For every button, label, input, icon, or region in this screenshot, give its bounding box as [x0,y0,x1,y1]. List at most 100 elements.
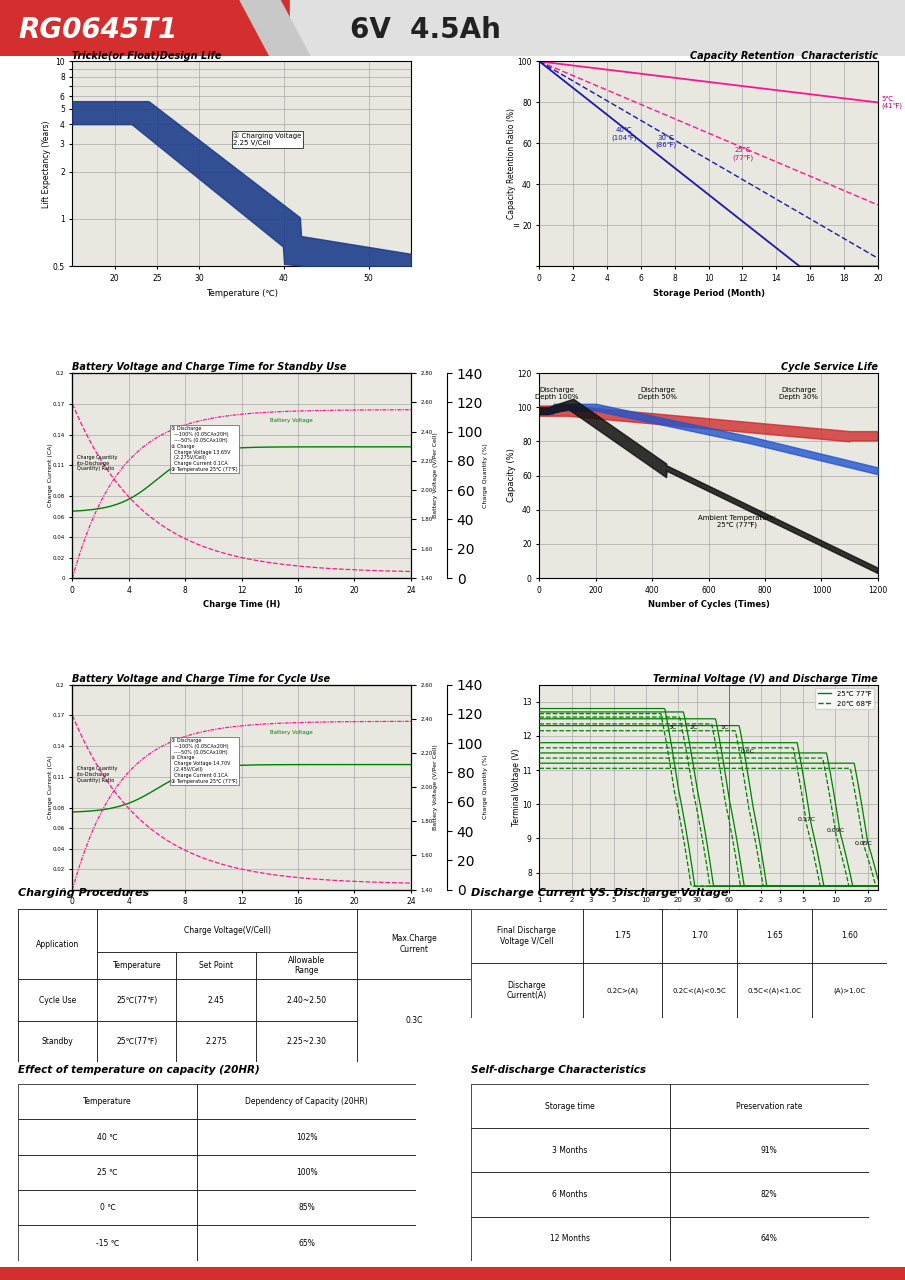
Text: 2.45: 2.45 [207,996,224,1005]
Text: -15 ℃: -15 ℃ [96,1239,119,1248]
Text: Preservation rate: Preservation rate [736,1102,803,1111]
Text: 6V  4.5Ah: 6V 4.5Ah [350,17,500,45]
FancyBboxPatch shape [471,1216,670,1261]
Y-axis label: Charge Quantity (%): Charge Quantity (%) [483,443,488,508]
Text: 25℃
(77℉): 25℃ (77℉) [732,147,753,161]
X-axis label: Number of Cycles (Times): Number of Cycles (Times) [648,600,769,609]
X-axis label: Temperature (℃): Temperature (℃) [205,288,278,298]
FancyBboxPatch shape [737,964,812,1018]
Text: Standby: Standby [42,1037,73,1046]
Text: Discharge
Current(A): Discharge Current(A) [507,980,547,1000]
Text: 25℃(77℉): 25℃(77℉) [116,996,157,1005]
Text: Charging Procedures: Charging Procedures [18,888,149,899]
FancyBboxPatch shape [357,909,471,979]
FancyBboxPatch shape [812,964,887,1018]
FancyBboxPatch shape [662,964,737,1018]
FancyBboxPatch shape [471,964,583,1018]
Y-axis label: Charge Current (CA): Charge Current (CA) [47,444,52,507]
FancyBboxPatch shape [97,909,357,952]
FancyBboxPatch shape [18,1084,197,1120]
Legend: 25℃ 77℉, 20℃ 68℉: 25℃ 77℉, 20℃ 68℉ [814,689,874,709]
FancyBboxPatch shape [255,952,357,979]
Text: 0.09C: 0.09C [826,827,844,832]
Text: 0.05C: 0.05C [854,841,872,846]
FancyBboxPatch shape [176,1021,255,1062]
Y-axis label: Terminal Voltage (V): Terminal Voltage (V) [511,749,520,826]
Text: Charge Quantity
(to-Discharge
Quantity) Ratio: Charge Quantity (to-Discharge Quantity) … [77,454,117,471]
Text: Battery Voltage: Battery Voltage [270,730,312,735]
Text: ① Charging Voltage
2.25 V/Cell: ① Charging Voltage 2.25 V/Cell [233,133,301,146]
Text: 6 Months: 6 Months [552,1190,588,1199]
Text: Battery Voltage and Charge Time for Standby Use: Battery Voltage and Charge Time for Stan… [72,362,347,372]
Text: 5℃
(41℉): 5℃ (41℉) [881,96,902,109]
Y-axis label: Charge Current (CA): Charge Current (CA) [47,755,52,819]
Text: 12 Months: 12 Months [550,1234,590,1243]
FancyBboxPatch shape [197,1190,416,1225]
FancyBboxPatch shape [471,1084,670,1129]
Text: 1C: 1C [720,724,729,730]
Text: (A)>1.0C: (A)>1.0C [834,987,865,993]
FancyBboxPatch shape [583,909,662,964]
Text: =: = [512,221,519,230]
Text: Battery Voltage and Charge Time for Cycle Use: Battery Voltage and Charge Time for Cycl… [72,673,330,684]
Text: 0.3C: 0.3C [405,1016,423,1025]
Y-axis label: Capacity Retention Ratio (%): Capacity Retention Ratio (%) [507,109,516,219]
Text: 0.2C<(A)<0.5C: 0.2C<(A)<0.5C [672,987,727,993]
Text: Temperature: Temperature [112,961,161,970]
Text: Battery Voltage: Battery Voltage [270,419,312,424]
Text: Ambient Temperature:
25℃ (77℉): Ambient Temperature: 25℃ (77℉) [698,515,776,529]
FancyBboxPatch shape [176,979,255,1021]
Text: 2.275: 2.275 [205,1037,227,1046]
FancyBboxPatch shape [357,979,471,1062]
FancyBboxPatch shape [670,1084,869,1129]
Text: 64%: 64% [761,1234,777,1243]
Text: 100%: 100% [296,1167,318,1178]
Text: 40 ℃: 40 ℃ [98,1133,118,1142]
Text: Effect of temperature on capacity (20HR): Effect of temperature on capacity (20HR) [18,1065,260,1075]
FancyBboxPatch shape [737,909,812,964]
FancyBboxPatch shape [18,1155,197,1190]
X-axis label: Discharge Time (Min): Discharge Time (Min) [658,909,759,918]
X-axis label: Charge Time (H): Charge Time (H) [203,911,281,920]
FancyBboxPatch shape [97,952,176,979]
FancyBboxPatch shape [197,1084,416,1120]
Y-axis label: Battery Voltage (V/Per Cell): Battery Voltage (V/Per Cell) [433,744,438,829]
Text: Set Point: Set Point [199,961,233,970]
Text: ① Discharge
  —100% (0.05CAx20H)
  ----50% (0.05CAx10H)
② Charge
  Charge Voltag: ① Discharge —100% (0.05CAx20H) ----50% (… [171,737,238,783]
Text: 30℃
(86℉): 30℃ (86℉) [656,134,677,148]
FancyBboxPatch shape [662,909,737,964]
Text: 85%: 85% [299,1203,315,1212]
Text: Dependency of Capacity (20HR): Dependency of Capacity (20HR) [245,1097,368,1106]
FancyBboxPatch shape [670,1129,869,1172]
Text: Discharge Current VS. Discharge Voltage: Discharge Current VS. Discharge Voltage [471,888,728,899]
Text: Self-discharge Characteristics: Self-discharge Characteristics [471,1065,645,1075]
FancyBboxPatch shape [471,909,583,964]
FancyBboxPatch shape [176,952,255,979]
FancyBboxPatch shape [18,909,471,1062]
Text: 0.2C>(A): 0.2C>(A) [606,987,639,993]
FancyBboxPatch shape [97,1021,176,1062]
Text: Min: Min [660,914,676,923]
FancyBboxPatch shape [255,979,357,1021]
Text: 25℃(77℉): 25℃(77℉) [116,1037,157,1046]
Text: Discharge
Depth 30%: Discharge Depth 30% [779,387,818,399]
Text: Trickle(or Float)Design Life: Trickle(or Float)Design Life [72,51,222,60]
Text: RG0645T1: RG0645T1 [18,17,177,45]
FancyBboxPatch shape [812,909,887,964]
FancyBboxPatch shape [18,1120,197,1155]
Text: Application: Application [36,940,80,948]
Text: Max.Charge
Current: Max.Charge Current [391,934,437,954]
Text: Charge Quantity
(to-Discharge
Quantity) Ratio: Charge Quantity (to-Discharge Quantity) … [77,767,117,783]
Bar [290,0,905,56]
FancyBboxPatch shape [97,979,176,1021]
Text: 0.5C<(A)<1.0C: 0.5C<(A)<1.0C [748,987,802,993]
FancyBboxPatch shape [197,1225,416,1261]
Text: 91%: 91% [761,1146,777,1155]
FancyBboxPatch shape [255,1021,357,1062]
Y-axis label: Capacity (%): Capacity (%) [507,448,516,503]
X-axis label: Storage Period (Month): Storage Period (Month) [653,288,765,298]
FancyBboxPatch shape [471,1172,670,1216]
Text: 2.40~2.50: 2.40~2.50 [287,996,327,1005]
X-axis label: Charge Time (H): Charge Time (H) [203,600,281,609]
Text: 2.25~2.30: 2.25~2.30 [287,1037,327,1046]
